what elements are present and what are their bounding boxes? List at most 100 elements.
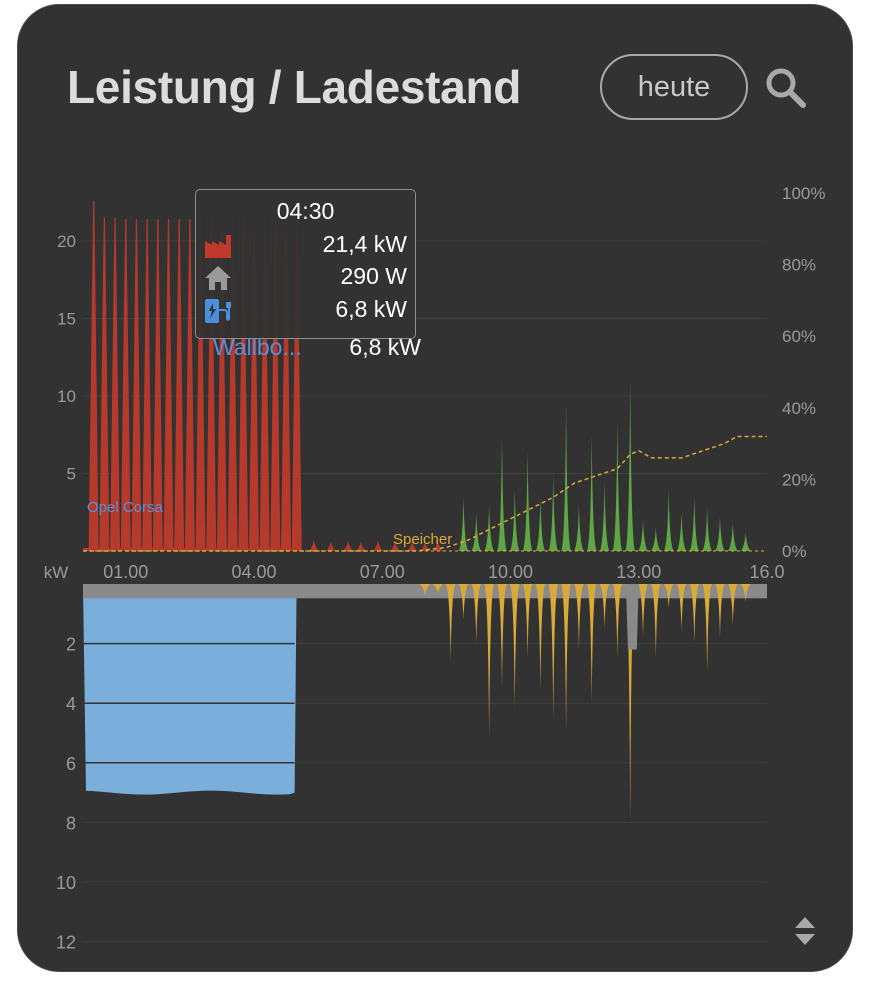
- sort-updown-icon[interactable]: [793, 915, 817, 947]
- production-bar: [163, 219, 174, 552]
- battery-spike: [509, 584, 520, 710]
- production-bar: [206, 219, 217, 552]
- battery-spike: [496, 584, 507, 689]
- production-bar: [259, 219, 270, 552]
- production-bar: [216, 219, 227, 552]
- spike: [535, 496, 546, 551]
- battery-spike: [458, 584, 469, 620]
- tooltip-row-wallbox: Wallbo... 6,8 kW: [213, 334, 421, 364]
- y2-tick-label: 0%: [782, 542, 807, 561]
- x-tick-label: 13.00: [616, 562, 661, 582]
- wallbox-label: Wallbo...: [213, 334, 302, 360]
- spike: [689, 496, 700, 551]
- spike: [325, 541, 336, 551]
- factory-icon: [205, 235, 231, 258]
- spike: [573, 504, 584, 551]
- y2-tick-label: 80%: [782, 256, 816, 275]
- battery-spike: [599, 584, 610, 629]
- storage-soc-line: [83, 435, 767, 552]
- battery-spike: [548, 584, 559, 722]
- battery-spike: [612, 584, 623, 659]
- battery-spike: [663, 584, 674, 608]
- spike: [625, 375, 636, 551]
- production-bar: [195, 219, 206, 552]
- spike: [561, 402, 572, 551]
- spike: [509, 489, 520, 551]
- battery-spike: [420, 584, 430, 596]
- tooltip-row-house: 290 W: [204, 263, 407, 293]
- battery-spike: [625, 584, 636, 826]
- spike: [390, 541, 401, 551]
- spike: [548, 473, 559, 551]
- x-tick-label: 10.00: [488, 562, 533, 582]
- spike: [308, 540, 319, 551]
- spike: [407, 540, 418, 551]
- spike: [650, 527, 661, 551]
- battery-spike: [522, 584, 533, 659]
- tooltip-row-production: 21,4 kW: [204, 231, 407, 261]
- spike: [676, 512, 687, 551]
- spike: [714, 516, 725, 551]
- tooltip-row-charger: 6,8 kW: [204, 296, 407, 326]
- x-tick-label: 16.0: [749, 562, 784, 582]
- legend-speicher: Speicher: [393, 531, 452, 548]
- y-tick-label: 6: [66, 754, 76, 774]
- spike: [355, 541, 366, 551]
- spike: [638, 520, 649, 551]
- spike: [420, 541, 430, 551]
- spike: [458, 496, 469, 551]
- production-bar: [174, 219, 185, 552]
- spike: [702, 507, 713, 551]
- house-bump: [625, 584, 639, 650]
- y2-tick-label: 100%: [782, 184, 825, 203]
- battery-spike: [702, 584, 713, 674]
- spike: [496, 434, 507, 551]
- battery-spike: [445, 584, 456, 662]
- tooltip-value: 6,8 kW: [335, 296, 407, 322]
- battery-spike: [727, 584, 738, 626]
- production-bar: [249, 219, 259, 552]
- spike: [343, 540, 354, 551]
- ev-charger-icon: [205, 299, 231, 323]
- x-tick-label: 01.00: [103, 562, 148, 582]
- search-icon[interactable]: [763, 65, 809, 111]
- y-tick-label: 10: [57, 387, 76, 406]
- battery-spike: [638, 584, 649, 638]
- production-base: [83, 548, 302, 551]
- legend-opel-corsa: Opel Corsa: [87, 499, 164, 516]
- battery-spike: [676, 584, 687, 632]
- battery-spike: [535, 584, 546, 692]
- y-tick-label: 15: [57, 310, 76, 329]
- y-tick-label: 8: [66, 813, 76, 833]
- spike: [663, 489, 674, 551]
- production-bar: [142, 219, 153, 552]
- production-bar: [131, 219, 142, 552]
- battery-spike: [573, 584, 584, 650]
- y-tick-label: 2: [66, 635, 76, 655]
- battery-spike: [740, 584, 751, 602]
- y2-tick-label: 20%: [782, 470, 816, 489]
- spike: [484, 504, 495, 551]
- y-tick-label: 4: [66, 694, 76, 714]
- battery-spike: [471, 584, 482, 644]
- y-axis-unit-label: kW: [44, 563, 69, 582]
- production-bar: [227, 219, 238, 552]
- tooltip-value: 21,4 kW: [322, 231, 407, 257]
- production-bar: [291, 219, 302, 552]
- production-bar: [281, 219, 292, 552]
- battery-spike: [586, 584, 597, 704]
- production-bar: [99, 217, 110, 551]
- production-bar: [120, 219, 131, 552]
- y-tick-label: 5: [67, 465, 76, 484]
- spike: [522, 450, 533, 551]
- spike: [471, 512, 482, 551]
- y2-tick-label: 60%: [782, 327, 816, 346]
- production-bar: [110, 217, 121, 551]
- range-button[interactable]: heute: [600, 54, 748, 120]
- home-icon: [205, 266, 231, 290]
- x-tick-label: 04.00: [231, 562, 276, 582]
- y-tick-label: 20: [57, 232, 76, 251]
- battery-spike: [714, 584, 725, 638]
- production-bar: [270, 219, 281, 552]
